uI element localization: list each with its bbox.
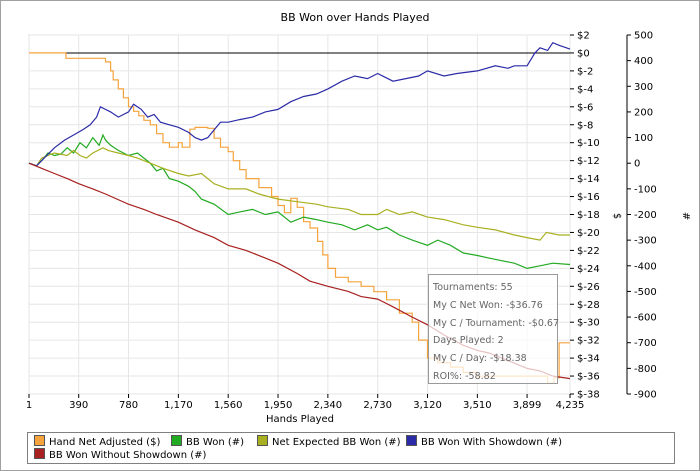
dollar-tick-label: $-4 (577, 84, 593, 95)
x-tick-label: 1 (26, 400, 32, 411)
dollar-tick-label: $-6 (577, 102, 593, 113)
count-tick-label: -100 (634, 184, 657, 195)
count-tick-label: 500 (634, 31, 653, 42)
dollar-tick-label: $-30 (577, 318, 600, 329)
count-tick-label: -800 (634, 364, 657, 375)
legend-swatch-bb-won (171, 435, 182, 446)
x-tick-label: 1,170 (164, 400, 193, 411)
series-line-3 (28, 41, 571, 167)
legend-swatch-hand-net (34, 435, 45, 446)
dollar-tick-label: $-14 (577, 174, 600, 185)
dollar-tick-label: $-32 (577, 336, 600, 347)
count-tick-label: -400 (634, 261, 657, 272)
dollar-tick-label: $-8 (577, 120, 593, 131)
legend: Hand Net Adjusted ($) BB Won (#) Net Exp… (27, 432, 675, 464)
dollar-tick-label: $-34 (577, 354, 600, 365)
series-group (28, 41, 571, 384)
legend-item-hand-net[interactable]: Hand Net Adjusted ($) (34, 435, 160, 449)
count-tick-label: 100 (634, 133, 653, 144)
stat-per-tournament: My C / Tournament: -$0.67 (433, 317, 560, 329)
series-line-2 (28, 147, 570, 241)
legend-swatch-net-expected (257, 435, 268, 446)
stat-net-won: My C Net Won: -$36.76 (433, 299, 543, 311)
x-tick-label: 2,340 (314, 400, 343, 411)
dollar-tick-label: $-24 (577, 264, 600, 275)
dollar-tick-label: $-12 (577, 156, 600, 167)
stat-roi: ROI%: -58.82 (433, 370, 496, 382)
dollar-tick-label: $-28 (577, 300, 600, 311)
series-line-0 (29, 52, 570, 384)
y-axis-label-dollar: $ (611, 213, 622, 219)
legend-item-with-showdown[interactable]: BB Won With Showdown (#) (406, 435, 562, 449)
x-tick-label: 3,510 (463, 400, 492, 411)
series-line-1 (28, 133, 571, 270)
legend-swatch-without-showdown (34, 448, 45, 459)
stat-tournaments: Tournaments: 55 (433, 282, 513, 293)
x-tick-label: 4,235 (556, 400, 585, 411)
chart-title: BB Won over Hands Played (281, 11, 430, 24)
count-tick-label: -500 (634, 287, 657, 298)
stat-per-day: My C / Day: -$18.38 (433, 353, 527, 365)
grid (28, 34, 571, 395)
legend-label: Hand Net Adjusted ($) (49, 437, 161, 448)
legend-item-bb-won[interactable]: BB Won (#) (171, 435, 244, 449)
x-tick-label: 2,730 (363, 400, 392, 411)
dollar-tick-label: $-36 (577, 372, 600, 383)
x-tick-label: 3,120 (413, 400, 442, 411)
x-tick-label: 1,560 (214, 400, 243, 411)
dollar-tick-label: $-16 (577, 192, 600, 203)
dollar-tick-label: $-38 (577, 390, 600, 401)
count-tick-label: -600 (634, 313, 657, 324)
dollar-tick-label: $-10 (577, 138, 600, 149)
count-tick-label: -700 (634, 338, 657, 349)
x-tick-label: 3,899 (513, 400, 542, 411)
legend-item-net-expected[interactable]: Net Expected BB Won (#) (257, 435, 401, 449)
count-tick-label: -300 (634, 236, 657, 247)
count-tick-label: -200 (634, 210, 657, 221)
legend-item-without-showdown[interactable]: BB Won Without Showdown (#) (34, 448, 206, 462)
count-tick-label: -900 (634, 390, 657, 401)
count-tick-label: 400 (634, 56, 653, 67)
dollar-tick-label: $2 (577, 31, 590, 42)
stat-days-played: Days Played: 2 (433, 335, 504, 347)
x-tick-label: 780 (119, 400, 138, 411)
legend-label: BB Won Without Showdown (#) (49, 450, 207, 461)
dollar-tick-label: $-20 (577, 228, 600, 239)
legend-label: Net Expected BB Won (#) (272, 437, 401, 448)
legend-label: BB Won With Showdown (#) (421, 437, 563, 448)
count-tick-label: 300 (634, 82, 653, 93)
dollar-tick-label: $-26 (577, 282, 600, 293)
x-tick-label: 390 (69, 400, 88, 411)
x-axis: 1 390 780 1,170 1,560 1,950 2,340 2,730 3,120 3,5… (26, 394, 585, 411)
stats-tooltip: Tournaments: 55 My C Net Won: -$36.76 My… (428, 274, 560, 384)
count-tick-label: 200 (634, 107, 653, 118)
dollar-tick-label: $-22 (577, 246, 600, 257)
count-tick-label: 0 (634, 159, 640, 170)
y-axis-label-count: # (680, 212, 691, 220)
dollar-tick-label: $-2 (577, 66, 593, 77)
y-axis-count: 500 400 300 200 100 0 -100 -200 -300 -400 -500 -600… (627, 31, 657, 401)
dollar-tick-label: $0 (577, 48, 590, 59)
legend-swatch-with-showdown (406, 435, 417, 446)
y-axis-dollar: $2 $0 $-2 $-4 $-6 $-8 $-10 $-12 $-14 $-16 $-18 $-20… (570, 31, 600, 401)
legend-label: BB Won (#) (186, 437, 245, 448)
x-axis-label: Hands Played (266, 414, 334, 425)
dollar-tick-label: $-18 (577, 210, 600, 221)
x-tick-label: 1,950 (264, 400, 293, 411)
